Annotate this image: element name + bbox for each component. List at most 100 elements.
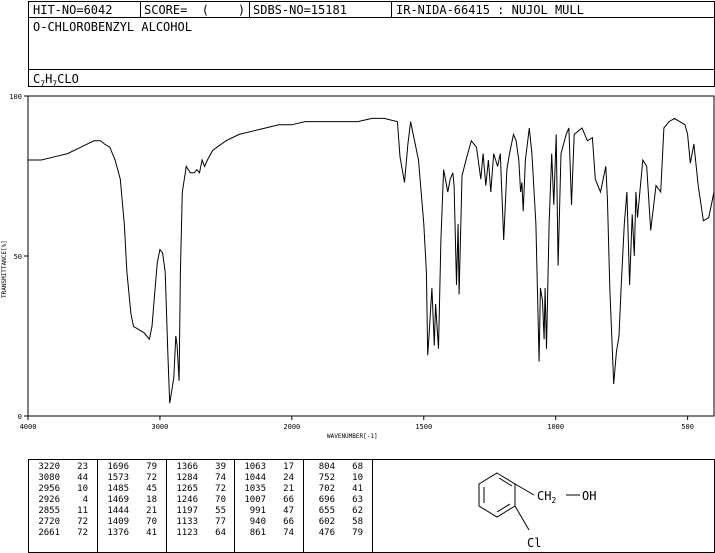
peak-table-column: 1696 79 1573 72 1485 45 1469 18 1444 21 1409 70 1376… [101,462,157,539]
peak-transmittance: 66 [283,495,294,505]
peak-transmittance: 63 [352,495,363,505]
molecular-formula: C7H7CLO [33,72,79,91]
peak-row: 2956 10 [32,484,88,495]
peak-wavenumber: 1573 [107,473,129,483]
x-tick-label: 4000 [20,423,37,431]
x-tick-label: 2000 [283,423,300,431]
peak-row: 1133 77 [170,517,226,528]
peak-transmittance: 10 [352,473,363,483]
peak-row: 1696 79 [101,462,157,473]
peak-wavenumber: 1197 [176,506,198,516]
score: SCORE= ( ) [144,3,246,17]
peak-table-column: 1063 17 1044 24 1035 21 1007 66 991 47 940 66 861 74 [238,462,294,539]
peak-wavenumber: 1444 [107,506,129,516]
peak-wavenumber: 655 [318,506,335,516]
peak-transmittance: 64 [215,528,226,538]
axis-ticks: 4000 3000 2000 1500 1000 500 0 50 100 [9,93,694,431]
benzene-ring [478,472,516,518]
formula-rest: CLO [57,72,79,86]
peak-row: 991 47 [238,506,294,517]
peak-wavenumber: 1246 [176,495,198,505]
peak-transmittance: 77 [215,517,226,527]
y-tick-label: 100 [9,93,22,101]
peak-wavenumber: 702 [318,484,335,494]
peak-table-column: 804 68 752 10 702 41 696 63 655 62 602 58 476 79 [307,462,363,539]
peak-wavenumber: 2926 [38,495,60,505]
peak-transmittance: 62 [352,506,363,516]
peak-table-column: 1366 39 1284 74 1265 72 1246 70 1197 55 1133 77 1123… [170,462,226,539]
peak-transmittance: 23 [77,462,88,472]
peak-wavenumber: 752 [318,473,335,483]
peak-wavenumber: 1133 [176,517,198,527]
peak-wavenumber: 2661 [38,528,60,538]
ch2-label: CH2 [537,489,556,505]
oh-label: OH [582,489,596,503]
y-tick-label: 50 [14,253,22,261]
peak-transmittance: 79 [352,528,363,538]
peak-transmittance: 10 [77,484,88,494]
peak-transmittance: 70 [215,495,226,505]
peak-row: 1063 17 [238,462,294,473]
peak-wavenumber: 476 [318,528,335,538]
x-tick-label: 1000 [547,423,564,431]
peak-wavenumber: 1284 [176,473,198,483]
ir-spectrum-chart: 4000 3000 2000 1500 1000 500 0 50 100 TRANSMITTA… [1,93,715,440]
peak-wavenumber: 696 [318,495,335,505]
peak-transmittance: 24 [283,473,294,483]
peak-col-div-3 [234,459,235,553]
peak-transmittance: 68 [352,462,363,472]
peak-row: 940 66 [238,517,294,528]
peak-wavenumber: 1035 [244,484,266,494]
peak-row: 804 68 [307,462,363,473]
peak-transmittance: 58 [352,517,363,527]
header-divider-2 [249,1,250,18]
peak-row: 861 74 [238,528,294,539]
peak-wavenumber: 1376 [107,528,129,538]
peak-row: 2661 72 [32,528,88,539]
peak-wavenumber: 2956 [38,484,60,494]
peak-transmittance: 55 [215,506,226,516]
peak-row: 655 62 [307,506,363,517]
peak-row: 1035 21 [238,484,294,495]
sdbs-number: SDBS-NO=15181 [253,3,347,17]
y-tick-label: 0 [18,413,22,421]
peak-col-div-2 [166,459,167,553]
peak-wavenumber: 1366 [176,462,198,472]
peak-row: 1284 74 [170,473,226,484]
peak-transmittance: 70 [146,517,157,527]
peak-wavenumber: 1044 [244,473,266,483]
peak-row: 3080 44 [32,473,88,484]
y-axis-label: TRANSMITTANCE[%] [1,240,8,298]
peak-row: 1573 72 [101,473,157,484]
peak-row: 1409 70 [101,517,157,528]
peak-transmittance: 66 [283,517,294,527]
peak-transmittance: 79 [146,462,157,472]
cl-label: Cl [527,536,541,550]
peak-transmittance: 21 [283,484,294,494]
peak-row: 1376 41 [101,528,157,539]
x-tick-label: 3000 [151,423,168,431]
peak-row: 3220 23 [32,462,88,473]
peak-row: 1007 66 [238,495,294,506]
peak-wavenumber: 1696 [107,462,129,472]
x-tick-label: 1500 [415,423,432,431]
peak-transmittance: 72 [77,528,88,538]
peak-wavenumber: 1485 [107,484,129,494]
peak-row: 2926 4 [32,495,88,506]
peak-row: 1044 24 [238,473,294,484]
hit-number: HIT-NO=6042 [33,3,113,17]
formula-c: C [33,72,41,86]
peak-wavenumber: 1063 [244,462,266,472]
peak-transmittance: 17 [283,462,294,472]
header-divider-1 [140,1,141,18]
peak-wavenumber: 991 [249,506,266,516]
peak-row: 702 41 [307,484,363,495]
peak-transmittance: 41 [352,484,363,494]
plot-frame [27,95,715,417]
bond-ring-ch2 [514,483,535,496]
peak-row: 1485 45 [101,484,157,495]
peak-row: 2720 72 [32,517,88,528]
peak-wavenumber: 602 [318,517,335,527]
peak-transmittance: 18 [146,495,157,505]
peak-transmittance: 41 [146,528,157,538]
